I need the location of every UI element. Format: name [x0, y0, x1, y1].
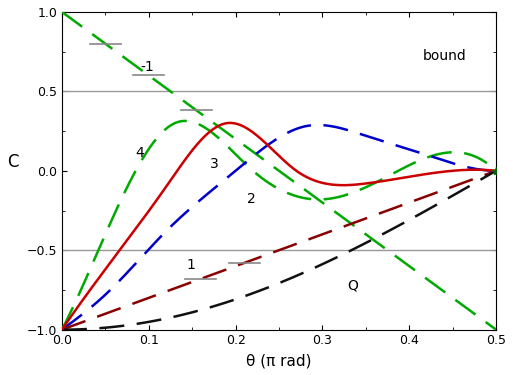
Text: 3: 3 [209, 157, 218, 171]
Text: bound: bound [422, 50, 466, 63]
Text: Q: Q [347, 279, 358, 293]
Text: 2: 2 [247, 192, 255, 206]
Text: 1: 1 [186, 258, 195, 272]
Y-axis label: C: C [7, 153, 18, 171]
Text: -1: -1 [140, 60, 154, 74]
Text: 4: 4 [136, 146, 145, 159]
X-axis label: θ (π rad): θ (π rad) [246, 353, 312, 368]
